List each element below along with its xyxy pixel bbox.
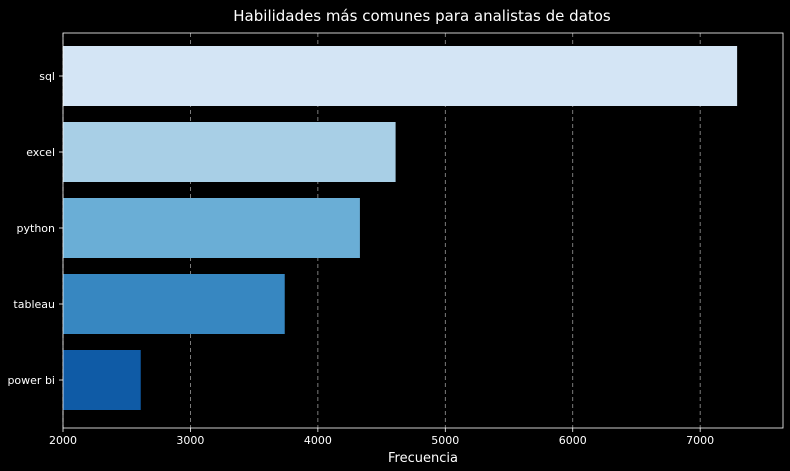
y-tick-label: python — [17, 222, 56, 235]
plot-frame — [62, 32, 784, 429]
x-tick-label: 5000 — [431, 434, 459, 447]
y-tick-label: excel — [26, 146, 55, 159]
y-tick-label: power bi — [7, 374, 55, 387]
chart-title: Habilidades más comunes para analistas d… — [233, 7, 611, 25]
x-axis-ticks: 2000 3000 4000 5000 6000 7000 — [49, 428, 714, 447]
bar-sql — [63, 46, 738, 106]
x-tick-label: 2000 — [49, 434, 77, 447]
y-tick-label: tableau — [13, 298, 55, 311]
y-tick-label: sql — [39, 70, 55, 83]
y-axis-ticks: sql excel python tableau power bi — [7, 70, 63, 387]
bar-python — [63, 198, 360, 258]
x-tick-label: 6000 — [559, 434, 587, 447]
x-tick-label: 4000 — [304, 434, 332, 447]
bar-tableau — [63, 274, 285, 334]
x-tick-label: 3000 — [176, 434, 204, 447]
bar-power-bi — [63, 350, 141, 410]
x-tick-label: 7000 — [686, 434, 714, 447]
x-axis-label: Frecuencia — [388, 451, 458, 466]
bar-excel — [63, 122, 396, 182]
bars — [63, 46, 738, 410]
